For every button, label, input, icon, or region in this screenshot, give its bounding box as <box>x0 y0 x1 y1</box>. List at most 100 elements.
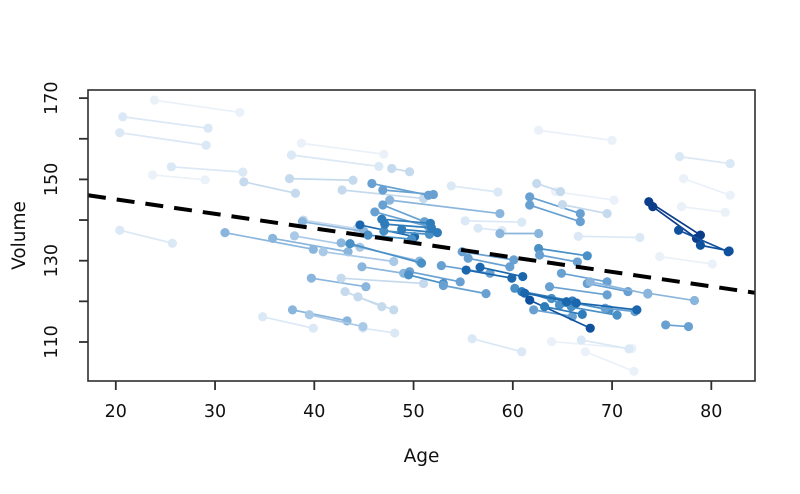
data-point <box>585 323 595 333</box>
data-point <box>582 251 592 261</box>
data-point <box>296 138 307 148</box>
data-point <box>308 244 318 254</box>
data-point <box>485 268 495 278</box>
data-point <box>674 152 685 162</box>
data-point <box>380 219 390 229</box>
data-point <box>289 231 300 241</box>
subject-segment <box>407 274 445 285</box>
data-point <box>239 177 249 187</box>
subject-segment <box>450 185 499 193</box>
data-point <box>510 283 520 293</box>
data-point <box>580 347 590 357</box>
data-point <box>201 140 211 150</box>
subject-segment <box>589 280 649 295</box>
subject-segment <box>604 307 636 313</box>
data-point <box>287 305 298 315</box>
subject-segment <box>408 270 462 283</box>
data-point <box>345 239 355 249</box>
y-axis-title: Volume <box>9 201 30 270</box>
data-point <box>167 238 177 248</box>
data-point <box>585 277 595 287</box>
data-point <box>539 302 550 312</box>
data-point <box>725 158 735 169</box>
data-point <box>655 252 665 262</box>
data-point <box>389 256 399 267</box>
data-point <box>648 202 658 212</box>
data-point <box>520 288 530 298</box>
subject-segment <box>271 237 349 253</box>
subject-segment <box>381 204 426 223</box>
subject-segment <box>537 129 613 142</box>
data-point <box>460 216 470 226</box>
data-point <box>725 190 735 200</box>
y-tick-label: 150 <box>42 163 62 196</box>
subject-segment <box>532 309 574 318</box>
data-point <box>455 277 465 287</box>
data-point <box>118 112 128 122</box>
data-point <box>357 262 367 272</box>
subject-segment <box>647 200 702 236</box>
data-point <box>689 295 700 306</box>
data-point <box>518 271 528 282</box>
data-point <box>473 223 483 233</box>
subject-segment <box>658 255 714 265</box>
subject-segment <box>380 218 432 225</box>
data-point <box>534 125 544 135</box>
data-point <box>379 149 389 159</box>
data-point <box>632 305 642 315</box>
data-point <box>661 320 671 330</box>
subject-segment <box>537 247 589 257</box>
y-tick-label: 130 <box>42 244 62 277</box>
data-point <box>115 128 125 138</box>
subject-segment <box>678 155 732 165</box>
data-point <box>389 305 399 315</box>
subject-segment <box>528 196 582 215</box>
data-point <box>235 107 245 117</box>
data-point <box>355 220 365 230</box>
data-point <box>525 200 535 210</box>
subject-segment <box>151 174 206 181</box>
data-point <box>509 255 519 265</box>
subject-segment <box>471 337 523 353</box>
subject-segment <box>242 181 297 195</box>
data-point <box>555 187 566 197</box>
data-point <box>304 310 314 320</box>
data-point <box>557 200 568 210</box>
data-point <box>535 250 545 260</box>
data-point <box>517 347 527 357</box>
subject-segment <box>373 211 430 228</box>
subject-segment <box>349 242 423 264</box>
x-tick-label: 20 <box>105 402 127 422</box>
subject-segment <box>538 254 579 263</box>
data-point <box>683 321 694 332</box>
subject-segment <box>301 220 365 233</box>
data-point <box>720 207 730 217</box>
data-point <box>428 189 439 200</box>
data-point <box>418 278 429 289</box>
data-point <box>561 297 572 307</box>
data-point <box>525 295 535 305</box>
subject-segment <box>464 220 523 223</box>
data-point <box>166 162 176 172</box>
subject-segment <box>300 142 385 156</box>
subject-segment <box>548 285 608 296</box>
subject-segment <box>584 350 635 373</box>
subject-segment <box>121 115 209 130</box>
subject-segment <box>322 250 395 263</box>
subject-segment <box>118 131 207 147</box>
subject-segment <box>153 99 241 114</box>
data-point <box>387 163 397 174</box>
data-point <box>505 262 515 272</box>
data-point <box>629 366 639 376</box>
subject-segment <box>383 223 433 229</box>
data-point <box>336 273 346 283</box>
data-point <box>385 195 395 205</box>
data-point <box>525 192 535 202</box>
data-point <box>337 185 347 195</box>
data-point <box>481 289 491 299</box>
trend-line <box>87 193 756 295</box>
subject-segment <box>528 204 582 223</box>
data-point <box>403 270 414 280</box>
x-tick-label: 40 <box>303 402 325 422</box>
